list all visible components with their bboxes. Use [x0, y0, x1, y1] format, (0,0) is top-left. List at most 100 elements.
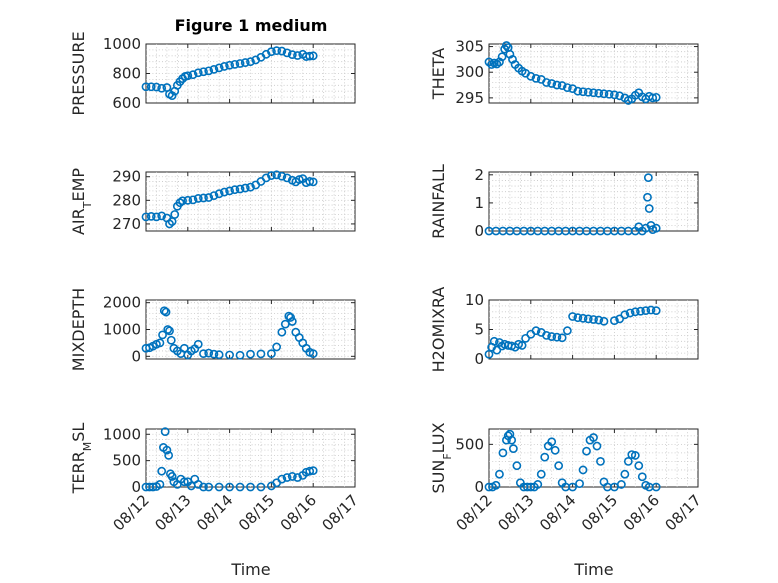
subplot-3-1-data-point — [266, 349, 276, 359]
subplot-3-2-data-point — [594, 315, 604, 325]
subplot-2-2: 0 1 2 RAINFALL — [429, 164, 699, 240]
subplot-2-2-ytick-label: 1 — [474, 194, 484, 212]
subplot-4-2-xtick-label: 08/17 — [662, 491, 705, 534]
subplot-2-1-ytick-label: 270 — [112, 215, 141, 233]
subplot-1-1-data-point — [219, 62, 229, 71]
subplot-4-2-data-point — [507, 435, 517, 445]
subplot-4-1-ytick-label: 0 — [131, 478, 141, 496]
subplot-1-1-data-point — [282, 48, 292, 58]
subplot-1-2-data-point — [651, 92, 661, 102]
subplot-3-2-data-point — [636, 306, 645, 316]
subplot-4-1-data-point — [160, 427, 170, 437]
subplot-1-1-data-point — [188, 70, 198, 80]
subplot-3-1-data-point — [235, 350, 245, 360]
subplot-1-2-data-point — [547, 79, 557, 88]
subplot-3-1-data-point — [277, 327, 287, 337]
subplot-3-1-data-point — [286, 313, 295, 322]
subplot-4-1-data-point — [155, 479, 165, 489]
subplot-4-2-data-point — [620, 469, 630, 479]
subplot-4-2-data-point — [578, 465, 588, 475]
subplot-4-1-data-point — [256, 482, 266, 492]
subplot-2-1-data-point — [230, 185, 240, 195]
subplot-4-2-data-point — [533, 480, 543, 489]
subplot-3-2-ytick-label: 10 — [465, 291, 484, 309]
subplot-1-2-data-point — [573, 86, 583, 96]
subplot-3-1-data-point — [204, 348, 214, 358]
subplot-3-2-data-point — [521, 333, 530, 343]
subplot-1-1-data-point — [193, 68, 203, 78]
subplot-4-1-data-point — [164, 450, 174, 460]
subplot-1-2-data-point — [610, 90, 619, 100]
subplot-1-2-ytick-label: 300 — [455, 63, 484, 81]
subplot-2-2-data-point — [643, 192, 652, 202]
subplot-3-1-ytick-label: 2000 — [103, 294, 141, 312]
subplot-1-1-data-point — [240, 58, 250, 67]
subplot-4-1-data-point — [308, 466, 318, 476]
subplot-3-1-data-point — [308, 349, 318, 359]
subplot-3-1-data-point — [256, 349, 266, 359]
subplot-2-1-data-point — [219, 187, 229, 197]
subplot-1-1-data-point — [146, 82, 156, 92]
subplot-4-2-data-point — [596, 457, 605, 466]
subplot-4-2-xtick-label: 08/12 — [453, 491, 496, 534]
subplot-3-2-data-point — [620, 310, 630, 320]
subplot-1-1-data-point — [287, 50, 297, 60]
subplot-4-1-data-point — [287, 472, 297, 481]
subplot-4-2-data-point — [508, 444, 518, 454]
subplot-4-2-xtick-label: 08/14 — [536, 491, 579, 534]
subplot-3-1-data-point — [158, 330, 167, 340]
subplot-4-2-ytick-label: 0 — [474, 478, 484, 496]
subplot-4-1-xtick-label: 08/12 — [110, 491, 153, 534]
subplot-1-1-data-point — [209, 64, 219, 74]
subplot-3-1-data-point — [166, 335, 176, 345]
subplot-3-1-data-point — [209, 349, 219, 359]
subplot-1-1-data-point — [141, 82, 151, 92]
subplot-1-2-data-point — [502, 41, 511, 50]
subplot-1-1-data-point — [230, 59, 240, 69]
subplot-2-1-data-point — [157, 211, 167, 221]
subplot-2-1-data-point — [199, 193, 208, 203]
subplot-2-1-data-point — [170, 210, 180, 219]
subplot-4-2-data-point — [554, 461, 564, 471]
subplot-3-2-data-point — [651, 306, 661, 316]
subplot-4-1-ylabel: TERRMSL — [69, 423, 94, 495]
subplot-4-1-xtick-label: 08/14 — [193, 491, 236, 534]
subplot-3-2-data-point — [641, 306, 651, 316]
subplot-2-1-data-point — [305, 177, 315, 186]
subplot-2-1-data-point — [235, 184, 245, 194]
subplot-1-2-data-point — [552, 80, 562, 90]
subplot-1-2-ylabel: THETA — [429, 48, 448, 100]
subplot-1-1-data-point — [199, 67, 208, 77]
subplot-2-1-data-point — [209, 191, 219, 200]
subplot-2-1-data-point — [165, 219, 174, 229]
subplot-4-2-data-point — [568, 482, 577, 492]
subplot-3-1-data-point — [246, 349, 255, 359]
subplot-3-1-data-point — [155, 338, 165, 348]
subplot-1-1-data-point — [225, 60, 234, 70]
subplot-4-2-data-point — [491, 480, 501, 490]
subplot-4-1-data-point — [282, 473, 292, 482]
subplot-2-2-data-point — [644, 204, 654, 213]
subplot-1-2-data-point — [531, 73, 541, 83]
subplot-2-1-data-point — [266, 171, 276, 180]
x-axis-label-left: Time — [230, 560, 270, 579]
subplot-4-2-data-point — [616, 480, 626, 489]
subplot-3-2-ytick-label: 0 — [474, 350, 484, 368]
subplot-2-1-data-point — [193, 194, 203, 203]
subplot-1-1-data-point — [152, 82, 161, 92]
subplot-3-2-data-point — [615, 314, 625, 324]
subplot-3-2-data-point — [578, 313, 588, 323]
subplot-1-2-data-point — [589, 88, 598, 98]
subplot-1-1-ytick-label: 1000 — [103, 35, 141, 53]
subplot-1-1-data-point — [272, 46, 282, 56]
subplot-4-1-xtick-label: 08/15 — [235, 491, 278, 534]
subplot-2-1-data-point — [308, 177, 318, 187]
subplot-2-1-ytick-label: 280 — [112, 191, 141, 209]
subplot-3-1-ytick-label: 1000 — [103, 321, 141, 339]
subplot-4-2-data-point — [634, 461, 644, 471]
subplot-4-2-data-point — [592, 441, 602, 451]
subplot-3-2-data-point — [531, 326, 541, 336]
subplot-4-2-ytick-label: 500 — [455, 435, 484, 453]
